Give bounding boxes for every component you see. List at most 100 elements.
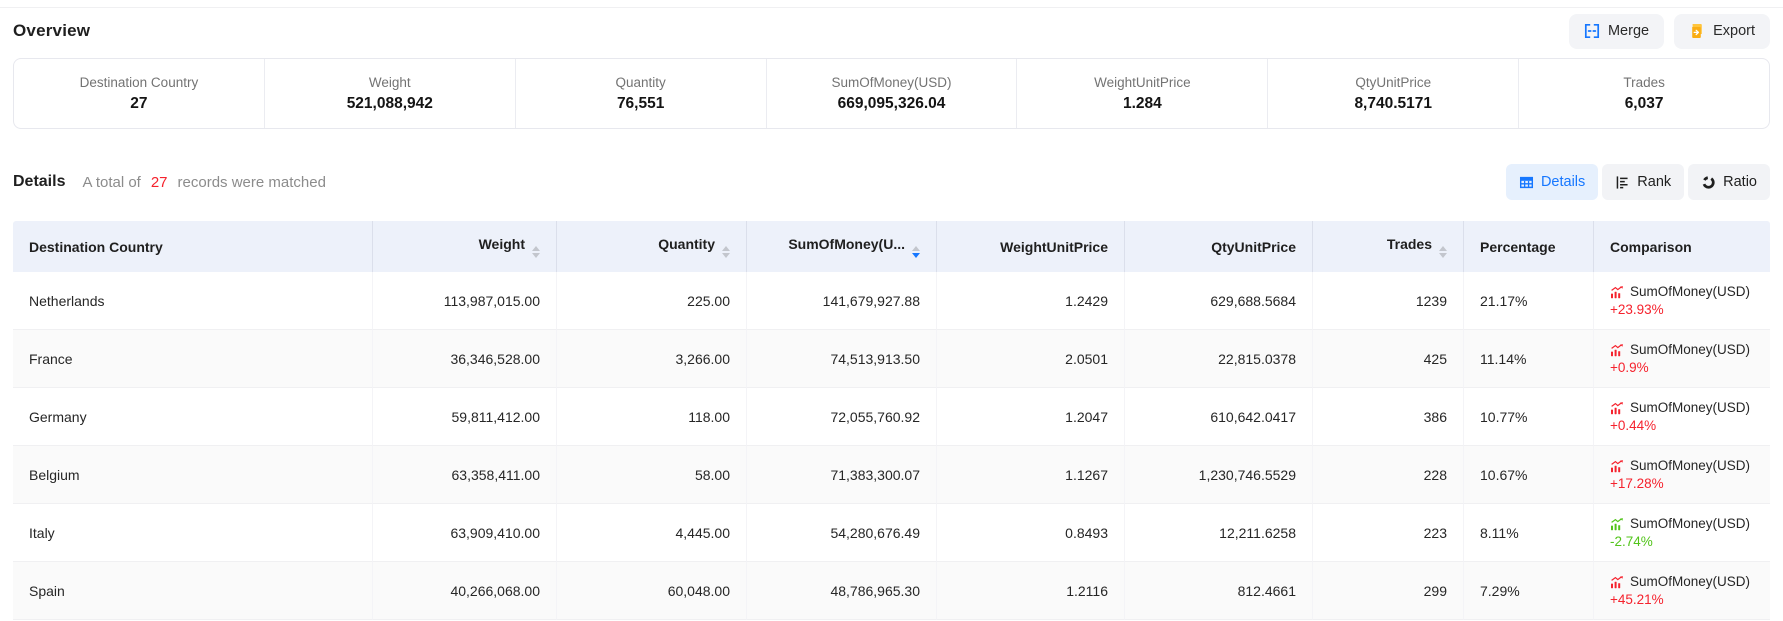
qty-unit-price-cell: 22,815.0378 — [1125, 330, 1313, 388]
details-view-button[interactable]: Details — [1505, 164, 1599, 200]
topbar: Overview Merge — [0, 0, 1783, 54]
weight-cell: 36,346,528.00 — [373, 330, 557, 388]
details-table: Destination Country Weight Quantity SumOfMo… — [13, 221, 1770, 620]
percentage-cell: 7.29% — [1464, 562, 1594, 620]
stat-value: 8,740.5171 — [1354, 94, 1433, 112]
bar-chart-rise-icon — [1610, 401, 1624, 415]
trades-cell: 299 — [1313, 562, 1464, 620]
comparison-change: +0.44% — [1610, 418, 1657, 433]
sort-carets-icon[interactable] — [722, 245, 730, 258]
trades-cell: 1239 — [1313, 272, 1464, 330]
weight-unit-price-cell: 1.2116 — [937, 562, 1125, 620]
comparison-metric: SumOfMoney(USD) — [1630, 342, 1751, 357]
quantity-cell: 58.00 — [557, 446, 747, 504]
column-header-label: Weight — [478, 235, 525, 252]
sort-carets-icon[interactable] — [532, 245, 540, 258]
quantity-cell: 225.00 — [557, 272, 747, 330]
view-button-label: Rank — [1637, 174, 1672, 190]
stat-label: QtyUnitPrice — [1355, 74, 1432, 90]
weight-unit-price-cell: 2.0501 — [937, 330, 1125, 388]
sum-of-money-cell: 141,679,927.88 — [747, 272, 937, 330]
comparison-change: +23.93% — [1610, 302, 1664, 317]
qty-unit-price-cell: 629,688.5684 — [1125, 272, 1313, 330]
table-row: Spain 40,266,068.00 60,048.00 48,786,965.30… — [13, 562, 1770, 620]
rank-bars-icon — [1615, 175, 1630, 190]
stat-label: Trades — [1623, 74, 1665, 90]
sum-of-money-cell: 74,513,913.50 — [747, 330, 937, 388]
rank-view-button[interactable]: Rank — [1602, 164, 1685, 200]
column-header[interactable]: Quantity — [557, 221, 747, 272]
weight-unit-price-cell: 0.8493 — [937, 504, 1125, 562]
column-header: Comparison — [1594, 221, 1770, 272]
column-header-label: Comparison — [1610, 238, 1692, 255]
bar-chart-rise-icon — [1610, 285, 1624, 299]
destination-country-cell: Spain — [13, 562, 373, 620]
overview-stat: QtyUnitPrice 8,740.5171 — [1267, 59, 1518, 128]
weight-cell: 59,811,412.00 — [373, 388, 557, 446]
stat-label: Destination Country — [79, 74, 199, 90]
note-suffix: records were matched — [177, 173, 326, 191]
column-header-label: Destination Country — [29, 238, 163, 255]
sum-of-money-cell: 54,280,676.49 — [747, 504, 937, 562]
qty-unit-price-cell: 12,211.6258 — [1125, 504, 1313, 562]
trades-cell: 228 — [1313, 446, 1464, 504]
bar-chart-rise-icon — [1610, 459, 1624, 473]
column-header: WeightUnitPrice — [937, 221, 1125, 272]
sort-carets-icon[interactable] — [1439, 245, 1447, 258]
comparison-change: -2.74% — [1610, 534, 1653, 549]
column-header-label: Percentage — [1480, 238, 1556, 255]
quantity-cell: 3,266.00 — [557, 330, 747, 388]
table-row: Italy 63,909,410.00 4,445.00 54,280,676.49 0… — [13, 504, 1770, 562]
ratio-donut-icon — [1701, 175, 1716, 190]
column-header[interactable]: Weight — [373, 221, 557, 272]
page-title: Overview — [13, 21, 91, 40]
view-button-label: Details — [1540, 174, 1586, 190]
export-button[interactable]: Export — [1674, 13, 1770, 49]
comparison-cell: SumOfMoney(USD) +0.44% — [1594, 388, 1770, 446]
trades-cell: 425 — [1313, 330, 1464, 388]
column-header-label: QtyUnitPrice — [1211, 238, 1296, 255]
comparison-cell: SumOfMoney(USD) -2.74% — [1594, 504, 1770, 562]
overview-stat: WeightUnitPrice 1.284 — [1016, 59, 1267, 128]
overview-card: Destination Country 27 Weight 521,088,942 Qu… — [13, 58, 1770, 129]
export-file-icon — [1689, 23, 1705, 39]
stat-value: 6,037 — [1624, 94, 1664, 112]
stat-value: 521,088,942 — [346, 94, 433, 112]
table-body: Netherlands 113,987,015.00 225.00 141,679,9… — [13, 272, 1770, 620]
percentage-cell: 11.14% — [1464, 330, 1594, 388]
sum-of-money-cell: 72,055,760.92 — [747, 388, 937, 446]
table-row: France 36,346,528.00 3,266.00 74,513,913.50… — [13, 330, 1770, 388]
records-matched-note: A total of 27 records were matched — [82, 174, 325, 191]
comparison-cell: SumOfMoney(USD) +45.21% — [1594, 562, 1770, 620]
top-divider — [0, 7, 1783, 8]
overview-stat: SumOfMoney(USD) 669,095,326.04 — [765, 59, 1017, 128]
comparison-metric: SumOfMoney(USD) — [1630, 516, 1751, 531]
percentage-cell: 10.77% — [1464, 388, 1594, 446]
stat-label: Weight — [368, 74, 411, 90]
table-grid-icon — [1519, 175, 1534, 190]
quantity-cell: 118.00 — [557, 388, 747, 446]
overview-stat: Weight 521,088,942 — [263, 59, 515, 128]
merge-button-label: Merge — [1607, 23, 1650, 39]
column-header[interactable]: SumOfMoney(U... — [747, 221, 937, 272]
comparison-metric: SumOfMoney(USD) — [1630, 400, 1751, 415]
stat-value: 1.284 — [1122, 94, 1162, 112]
qty-unit-price-cell: 1,230,746.5529 — [1125, 446, 1313, 504]
quantity-cell: 4,445.00 — [557, 504, 747, 562]
bar-chart-rise-icon — [1610, 575, 1624, 589]
table-row: Netherlands 113,987,015.00 225.00 141,679,9… — [13, 272, 1770, 330]
overview-stat: Trades 6,037 — [1518, 59, 1769, 128]
stat-value: 76,551 — [616, 94, 665, 112]
quantity-cell: 60,048.00 — [557, 562, 747, 620]
qty-unit-price-cell: 610,642.0417 — [1125, 388, 1313, 446]
weight-unit-price-cell: 1.2047 — [937, 388, 1125, 446]
sort-carets-icon[interactable] — [912, 245, 920, 258]
comparison-metric: SumOfMoney(USD) — [1630, 284, 1751, 299]
ratio-view-button[interactable]: Ratio — [1688, 164, 1770, 200]
destination-country-cell: Belgium — [13, 446, 373, 504]
merge-button[interactable]: Merge — [1568, 13, 1665, 49]
weight-unit-price-cell: 1.2429 — [937, 272, 1125, 330]
topbar-actions: Merge Export — [1568, 13, 1770, 49]
column-header[interactable]: Trades — [1313, 221, 1464, 272]
